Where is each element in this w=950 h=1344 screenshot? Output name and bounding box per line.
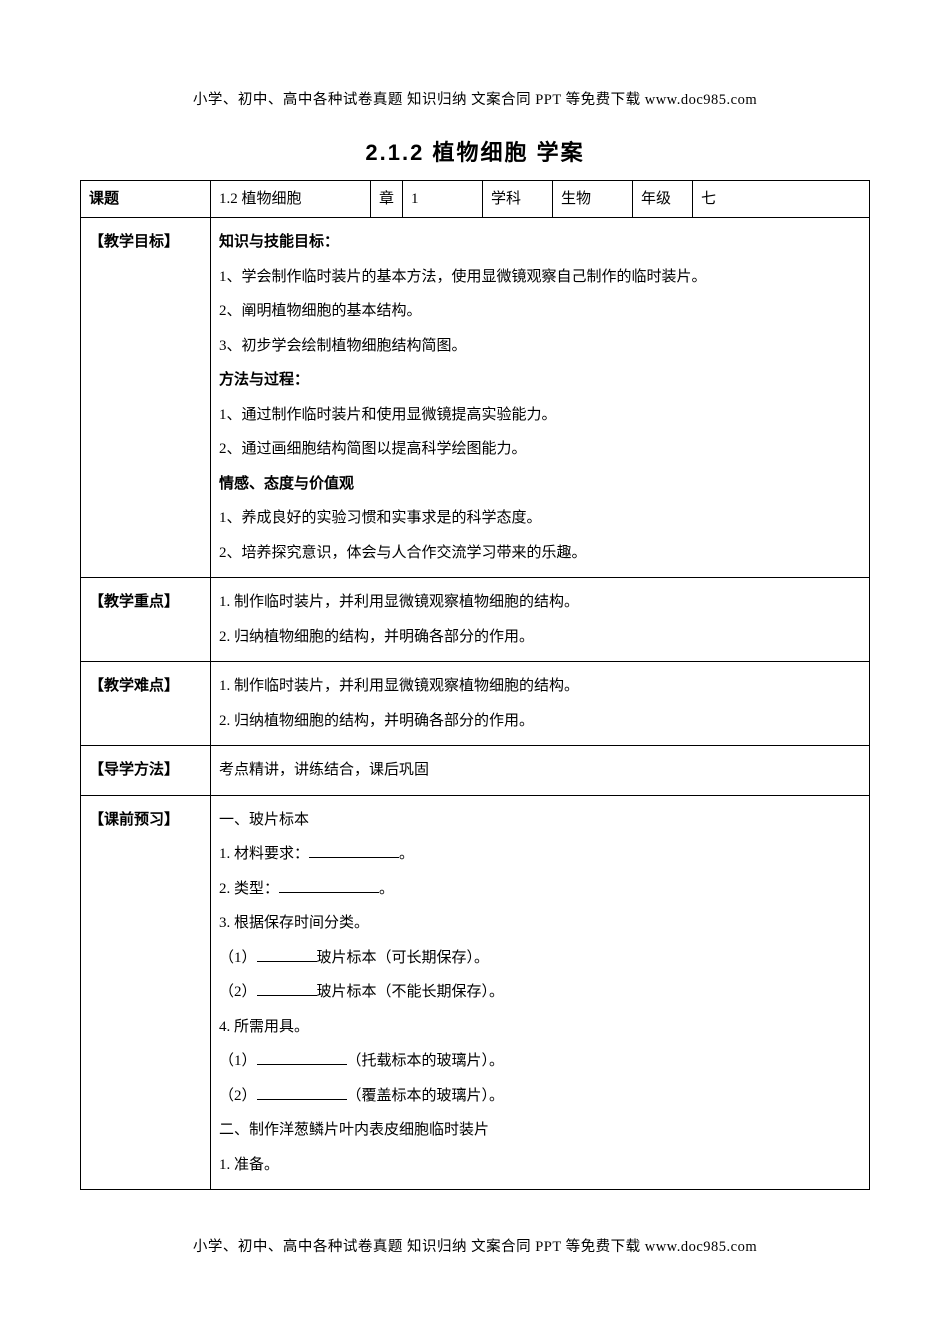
goals-k1: 1、学会制作临时装片的基本方法，使用显微镜观察自己制作的临时装片。 — [219, 260, 861, 295]
preview-l3-2a: （2） — [219, 984, 257, 1000]
label-goals: 【教学目标】 — [81, 218, 211, 578]
blank-field — [257, 981, 317, 996]
content-difficulties: 1. 制作临时装片，并利用显微镜观察植物细胞的结构。 2. 归纳植物细胞的结构，… — [211, 662, 870, 746]
goals-h2: 方法与过程： — [219, 363, 861, 398]
preview-l2: 2. 类型： 。 — [219, 872, 861, 907]
blank-field — [257, 947, 317, 962]
preview-l3: 3. 根据保存时间分类。 — [219, 906, 861, 941]
goals-a2: 2、培养探究意识，体会与人合作交流学习带来的乐趣。 — [219, 536, 861, 571]
preview-l3-2b: 玻片标本（不能长期保存）。 — [317, 984, 505, 1000]
blank-field — [309, 843, 399, 858]
page-title: 2.1.2 植物细胞 学案 — [0, 135, 950, 167]
preview-l4-2: （2） （覆盖标本的玻璃片）。 — [219, 1079, 861, 1114]
preview-l4-2b: （覆盖标本的玻璃片）。 — [347, 1088, 505, 1104]
label-topic: 课题 — [81, 181, 211, 218]
page-footer: 小学、初中、高中各种试卷真题 知识归纳 文案合同 PPT 等免费下载 www.d… — [0, 1235, 950, 1256]
table-row-preview: 【课前预习】 一、玻片标本 1. 材料要求： 。 2. 类型： 。 3. 根据保存时… — [81, 795, 870, 1190]
label-preview: 【课前预习】 — [81, 795, 211, 1190]
value-subject: 生物 — [553, 181, 633, 218]
goals-a1: 1、养成良好的实验习惯和实事求是的科学态度。 — [219, 501, 861, 536]
content-method: 考点精讲，讲练结合，课后巩固 — [211, 746, 870, 796]
value-chapter: 1 — [403, 181, 483, 218]
preview-l1b: 。 — [399, 846, 414, 862]
preview-l2b: 。 — [379, 881, 394, 897]
preview-l4-1b: （托载标本的玻璃片）。 — [347, 1053, 505, 1069]
goals-h1: 知识与技能目标： — [219, 225, 861, 260]
label-subject: 学科 — [483, 181, 553, 218]
content-preview: 一、玻片标本 1. 材料要求： 。 2. 类型： 。 3. 根据保存时间分类。 （1… — [211, 795, 870, 1190]
preview-l1: 1. 材料要求： 。 — [219, 837, 861, 872]
table-row-goals: 【教学目标】 知识与技能目标： 1、学会制作临时装片的基本方法，使用显微镜观察自… — [81, 218, 870, 578]
label-grade: 年级 — [633, 181, 693, 218]
content-goals: 知识与技能目标： 1、学会制作临时装片的基本方法，使用显微镜观察自己制作的临时装… — [211, 218, 870, 578]
page-header: 小学、初中、高中各种试卷真题 知识归纳 文案合同 PPT 等免费下载 www.d… — [0, 88, 950, 109]
label-keypoints: 【教学重点】 — [81, 578, 211, 662]
preview-l4: 4. 所需用具。 — [219, 1010, 861, 1045]
blank-field — [257, 1085, 347, 1100]
goals-h3: 情感、态度与价值观 — [219, 467, 861, 502]
table-row-method: 【导学方法】 考点精讲，讲练结合，课后巩固 — [81, 746, 870, 796]
content-keypoints: 1. 制作临时装片，并利用显微镜观察植物细胞的结构。 2. 归纳植物细胞的结构，… — [211, 578, 870, 662]
method-text: 考点精讲，讲练结合，课后巩固 — [219, 753, 861, 788]
value-grade: 七 — [693, 181, 870, 218]
blank-field — [279, 878, 379, 893]
preview-l3-1b: 玻片标本（可长期保存）。 — [317, 950, 490, 966]
table-row-difficulties: 【教学难点】 1. 制作临时装片，并利用显微镜观察植物细胞的结构。 2. 归纳植… — [81, 662, 870, 746]
preview-l3-2: （2） 玻片标本（不能长期保存）。 — [219, 975, 861, 1010]
preview-s1: 一、玻片标本 — [219, 803, 861, 838]
label-difficulties: 【教学难点】 — [81, 662, 211, 746]
blank-field — [257, 1050, 347, 1065]
goals-m2: 2、通过画细胞结构简图以提高科学绘图能力。 — [219, 432, 861, 467]
table-row-meta: 课题 1.2 植物细胞 章 1 学科 生物 年级 七 — [81, 181, 870, 218]
keypoints-p2: 2. 归纳植物细胞的结构，并明确各部分的作用。 — [219, 620, 861, 655]
goals-k3: 3、初步学会绘制植物细胞结构简图。 — [219, 329, 861, 364]
value-topic: 1.2 植物细胞 — [211, 181, 371, 218]
preview-l3-1: （1） 玻片标本（可长期保存）。 — [219, 941, 861, 976]
lesson-plan-table: 课题 1.2 植物细胞 章 1 学科 生物 年级 七 【教学目标】 知识与技能目… — [80, 180, 870, 1190]
preview-s2: 二、制作洋葱鳞片叶内表皮细胞临时装片 — [219, 1113, 861, 1148]
preview-l4-2a: （2） — [219, 1088, 257, 1104]
table-row-keypoints: 【教学重点】 1. 制作临时装片，并利用显微镜观察植物细胞的结构。 2. 归纳植… — [81, 578, 870, 662]
preview-l4-1a: （1） — [219, 1053, 257, 1069]
preview-l5: 1. 准备。 — [219, 1148, 861, 1183]
label-method: 【导学方法】 — [81, 746, 211, 796]
goals-m1: 1、通过制作临时装片和使用显微镜提高实验能力。 — [219, 398, 861, 433]
difficulties-p2: 2. 归纳植物细胞的结构，并明确各部分的作用。 — [219, 704, 861, 739]
preview-l2a: 2. 类型： — [219, 881, 279, 897]
goals-k2: 2、阐明植物细胞的基本结构。 — [219, 294, 861, 329]
difficulties-p1: 1. 制作临时装片，并利用显微镜观察植物细胞的结构。 — [219, 669, 861, 704]
preview-l3-1a: （1） — [219, 950, 257, 966]
preview-l1a: 1. 材料要求： — [219, 846, 309, 862]
label-chapter: 章 — [371, 181, 403, 218]
preview-l4-1: （1） （托载标本的玻璃片）。 — [219, 1044, 861, 1079]
keypoints-p1: 1. 制作临时装片，并利用显微镜观察植物细胞的结构。 — [219, 585, 861, 620]
